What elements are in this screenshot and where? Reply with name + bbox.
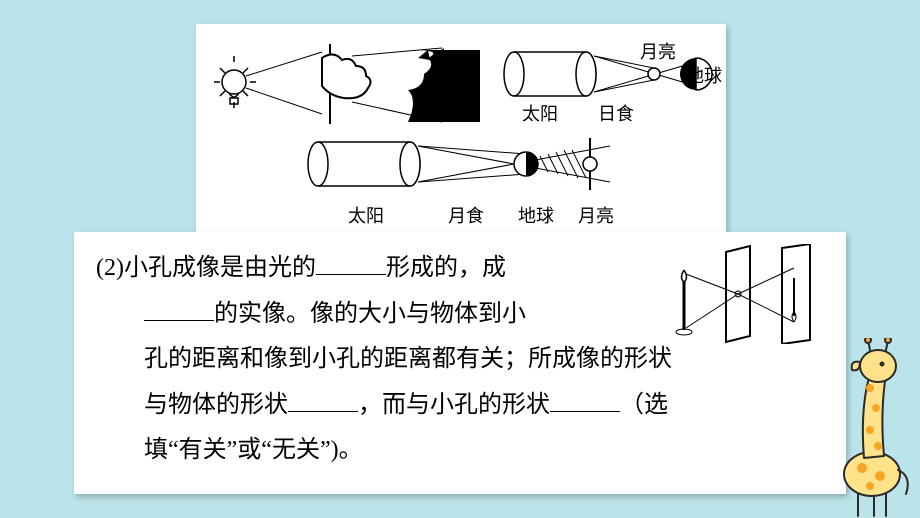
lunar-moon-label: 月亮 [578, 202, 614, 228]
q-seg4: 孔的距离和像到小孔的距离都有关；所成像的形状 [144, 346, 672, 372]
solar-moon-label: 月亮 [640, 38, 676, 64]
q-seg3: 的实像。像的大小与物体到小 [214, 301, 526, 327]
question-card: (2)小孔成像是由光的 形成的，成 的实像。像的大小与物体到小 孔的距离和像到小孔… [74, 232, 846, 494]
pinhole-diagram [670, 244, 820, 344]
blank-3 [288, 385, 358, 411]
q-seg1: 小孔成像是由光的 [124, 255, 316, 281]
lunar-earth-label: 地球 [518, 202, 554, 228]
q-seg6: ，而与小孔的形状 [358, 392, 550, 418]
solar-sun-label: 太阳 [522, 100, 558, 126]
solar-earth-label: 地球 [686, 62, 722, 88]
blank-1 [316, 249, 386, 275]
blank-4 [550, 385, 620, 411]
diagram-card: 太阳 日食 月亮 地球 太阳 月食 地球 月亮 [196, 24, 726, 232]
shadow-puppet-diagram [212, 44, 482, 134]
q-seg5: 与物体的形状 [144, 392, 288, 418]
blank-2 [144, 294, 214, 320]
solar-event-label: 日食 [598, 100, 634, 126]
giraffe-decoration [816, 338, 916, 518]
q-seg7: （选 [620, 392, 668, 418]
question-number: (2) [96, 255, 124, 281]
lunar-sun-label: 太阳 [348, 202, 384, 228]
lunar-event-label: 月食 [448, 202, 484, 228]
q-seg2: 形成的，成 [386, 255, 506, 281]
q-seg8: 填“有关”或“无关”)。 [144, 437, 363, 463]
